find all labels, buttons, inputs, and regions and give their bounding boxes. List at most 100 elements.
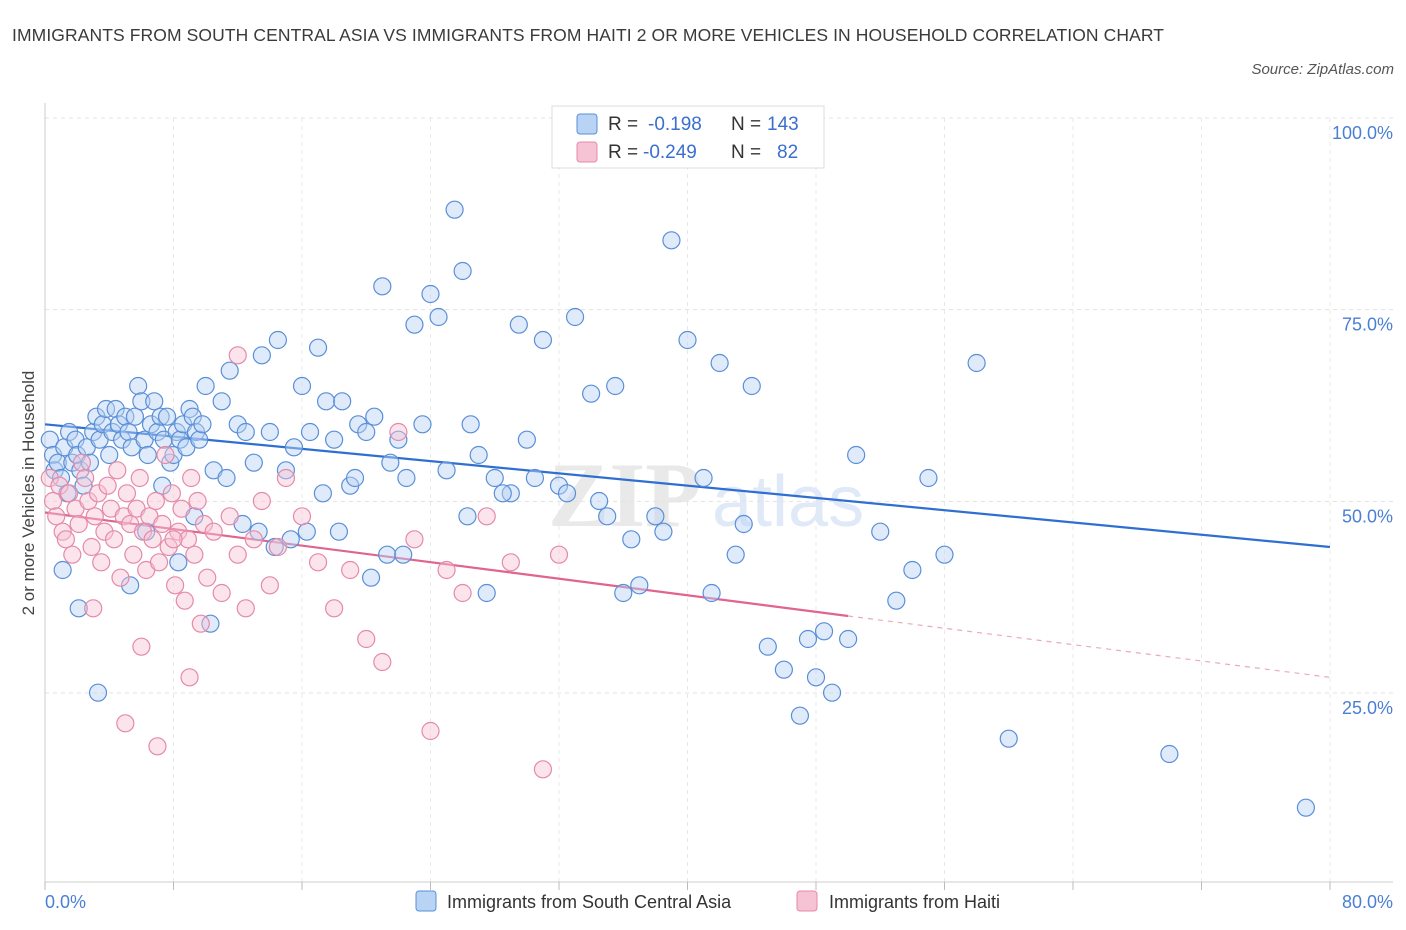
- data-point-haiti: [63, 545, 82, 564]
- data-point-south-central-asia: [389, 430, 408, 449]
- data-point-haiti: [180, 668, 199, 687]
- data-point-south-central-asia: [96, 399, 116, 419]
- legend-n-value-1: 143: [767, 114, 799, 135]
- data-point-south-central-asia: [999, 729, 1018, 748]
- data-point-south-central-asia: [622, 530, 641, 549]
- data-point-haiti: [533, 760, 553, 779]
- data-point-haiti: [82, 537, 101, 557]
- data-point-south-central-asia: [710, 353, 729, 373]
- data-point-haiti: [166, 576, 185, 595]
- data-point-south-central-asia: [119, 422, 138, 442]
- trend-line-haiti: [44, 511, 849, 618]
- data-point-south-central-asia: [212, 392, 231, 411]
- data-point-haiti: [95, 522, 114, 541]
- data-point-south-central-asia: [260, 422, 279, 442]
- data-point-haiti: [198, 568, 217, 587]
- data-point-south-central-asia: [217, 468, 236, 488]
- data-point-haiti: [276, 468, 296, 488]
- data-point-south-central-asia: [903, 560, 922, 580]
- data-point-south-central-asia: [125, 407, 145, 426]
- y-tick-label: 50.0%: [1342, 506, 1393, 526]
- data-point-south-central-asia: [153, 476, 172, 495]
- data-point-south-central-asia: [292, 376, 312, 396]
- watermark: ZIP atlas: [548, 444, 864, 546]
- series-south-central-asia-points: [40, 200, 1316, 817]
- data-point-south-central-asia: [196, 376, 215, 396]
- data-point-south-central-asia: [405, 315, 424, 334]
- data-point-south-central-asia: [774, 660, 793, 679]
- data-point-south-central-asia: [40, 430, 59, 449]
- data-point-south-central-asia: [614, 583, 633, 603]
- data-point-south-central-asia: [654, 522, 673, 541]
- data-point-haiti: [85, 507, 104, 526]
- data-point-haiti: [111, 568, 130, 587]
- data-point-haiti: [108, 461, 127, 480]
- data-point-south-central-asia: [244, 453, 263, 472]
- data-point-haiti: [148, 737, 167, 756]
- correlation-legend: R = -0.198 N = 143 R = -0.249 N = 82: [551, 105, 825, 169]
- y-tick-label: 25.0%: [1342, 698, 1393, 718]
- legend-n-label-1: N =: [731, 114, 761, 135]
- data-point-south-central-asia: [598, 507, 617, 526]
- data-point-south-central-asia: [485, 468, 504, 488]
- data-point-haiti: [164, 530, 183, 549]
- data-point-south-central-asia: [378, 545, 397, 564]
- data-point-south-central-asia: [297, 522, 316, 541]
- data-point-south-central-asia: [151, 407, 170, 426]
- data-point-haiti: [117, 484, 137, 503]
- data-point-south-central-asia: [525, 468, 545, 488]
- data-point-south-central-asia: [316, 392, 336, 411]
- data-point-haiti: [228, 346, 247, 365]
- data-point-haiti: [72, 453, 92, 472]
- data-point-haiti: [175, 591, 194, 610]
- data-point-south-central-asia: [935, 545, 954, 564]
- data-point-south-central-asia: [839, 629, 858, 649]
- data-point-south-central-asia: [145, 392, 164, 411]
- data-point-haiti: [191, 614, 210, 633]
- data-point-haiti: [84, 599, 103, 618]
- data-point-haiti: [268, 537, 288, 557]
- data-point-haiti: [88, 484, 108, 503]
- y-tick-label: 100.0%: [1332, 123, 1393, 143]
- data-point-south-central-asia: [646, 507, 665, 526]
- data-point-haiti: [156, 445, 175, 465]
- data-point-haiti: [182, 468, 201, 488]
- data-point-haiti: [43, 491, 63, 511]
- legend-r-value-1: -0.198: [648, 114, 702, 135]
- data-point-south-central-asia: [509, 315, 528, 334]
- data-point-south-central-asia: [437, 461, 456, 480]
- data-point-haiti: [104, 530, 124, 549]
- data-point-haiti: [69, 514, 88, 534]
- data-point-south-central-asia: [798, 629, 818, 649]
- data-point-haiti: [162, 484, 181, 503]
- data-point-haiti: [172, 499, 191, 518]
- bottom-legend-swatch-blue: [415, 890, 437, 912]
- data-point-south-central-asia: [365, 407, 384, 426]
- data-point-south-central-asia: [220, 361, 239, 380]
- data-point-haiti: [357, 629, 376, 649]
- data-point-haiti: [79, 491, 98, 511]
- data-point-south-central-asia: [806, 668, 826, 687]
- data-point-south-central-asia: [469, 445, 488, 465]
- watermark-zip: ZIP: [548, 444, 701, 546]
- data-point-south-central-asia: [252, 346, 271, 365]
- data-point-south-central-asia: [373, 277, 392, 296]
- data-point-south-central-asia: [630, 576, 649, 595]
- legend-r-label-2: R =: [608, 142, 638, 163]
- data-point-haiti: [477, 507, 496, 526]
- data-point-south-central-asia: [69, 599, 88, 618]
- data-point-south-central-asia: [871, 522, 890, 541]
- data-point-south-central-asia: [517, 430, 536, 449]
- data-point-south-central-asia: [453, 261, 472, 281]
- data-point-haiti: [124, 545, 143, 564]
- data-point-haiti: [212, 583, 231, 603]
- series-haiti-points: [40, 346, 569, 779]
- data-point-haiti: [76, 468, 95, 488]
- data-point-south-central-asia: [300, 422, 320, 442]
- chart-title: IMMIGRANTS FROM SOUTH CENTRAL ASIA VS IM…: [12, 25, 1165, 45]
- data-point-south-central-asia: [533, 330, 553, 350]
- data-point-haiti: [40, 468, 59, 488]
- data-point-haiti: [437, 560, 456, 580]
- data-point-haiti: [373, 652, 392, 672]
- data-point-south-central-asia: [1160, 744, 1179, 764]
